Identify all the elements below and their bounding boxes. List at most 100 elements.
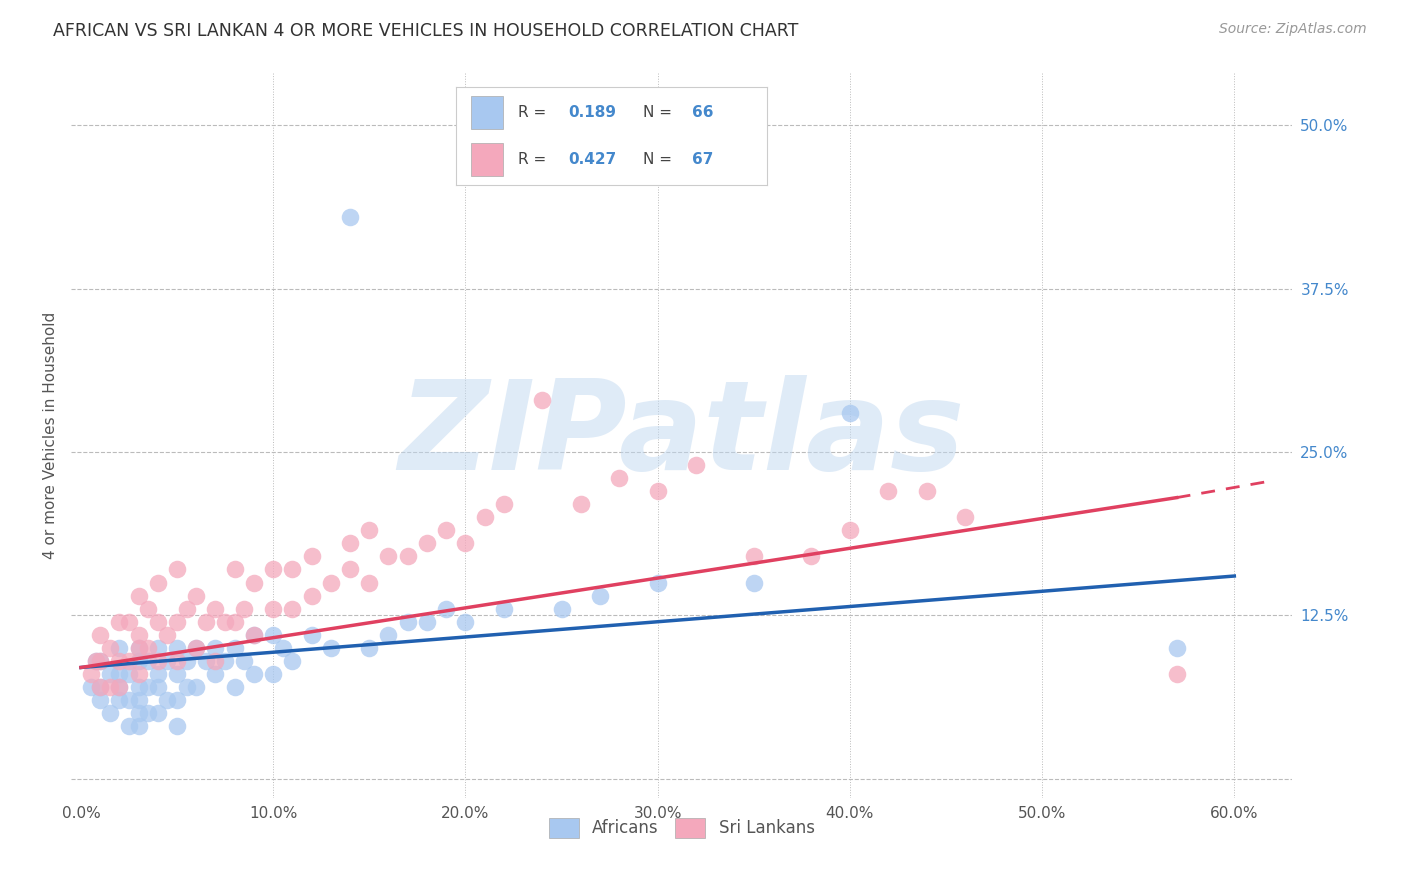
Point (194, 615, 217, 629)
Point (166, 667, 188, 681)
Point (186, 680, 208, 694)
Point (531, 392, 554, 407)
Text: Source: ZipAtlas.com: Source: ZipAtlas.com (1219, 22, 1367, 37)
Point (79, 667, 101, 681)
Point (89, 628, 111, 642)
Point (128, 640, 150, 655)
Point (607, 471, 630, 485)
Point (647, 484, 669, 499)
Point (454, 615, 477, 629)
Point (243, 628, 266, 642)
Point (156, 693, 179, 707)
Point (454, 536, 477, 550)
Point (146, 654, 169, 668)
Point (359, 640, 381, 655)
Point (108, 667, 131, 681)
Point (146, 615, 169, 629)
Point (915, 484, 938, 499)
Point (224, 615, 246, 629)
Point (128, 693, 150, 707)
Point (89, 680, 111, 694)
Point (79, 680, 101, 694)
Legend: Africans, Sri Lankans: Africans, Sri Lankans (541, 812, 821, 844)
Point (128, 640, 150, 655)
Point (742, 549, 765, 564)
Point (128, 667, 150, 681)
Point (877, 484, 900, 499)
Point (136, 680, 159, 694)
Point (550, 601, 572, 615)
Point (166, 562, 188, 576)
Point (128, 589, 150, 603)
Point (301, 549, 323, 564)
Point (434, 523, 457, 537)
Point (108, 680, 131, 694)
Point (589, 589, 612, 603)
Point (953, 510, 976, 524)
Point (319, 575, 342, 590)
Point (98, 706, 121, 721)
Point (166, 615, 188, 629)
Point (396, 615, 419, 629)
Point (474, 510, 496, 524)
Point (118, 667, 141, 681)
Point (569, 497, 592, 511)
Point (224, 562, 246, 576)
Point (243, 628, 266, 642)
Point (243, 575, 266, 590)
Point (339, 562, 361, 576)
Point (118, 693, 141, 707)
Point (89, 654, 111, 668)
Point (166, 640, 188, 655)
Point (262, 628, 284, 642)
Point (204, 640, 226, 655)
Point (136, 640, 159, 655)
Point (166, 693, 188, 707)
Point (84, 654, 107, 668)
Point (118, 654, 141, 668)
Point (377, 549, 399, 564)
Point (301, 628, 323, 642)
Point (146, 667, 169, 681)
Point (146, 640, 169, 655)
Point (416, 536, 439, 550)
Point (194, 654, 217, 668)
Point (492, 497, 515, 511)
Point (98, 667, 121, 681)
Point (136, 654, 159, 668)
Point (434, 601, 457, 615)
Point (800, 549, 823, 564)
Point (84, 654, 107, 668)
Point (89, 654, 111, 668)
Point (685, 458, 707, 472)
Point (166, 719, 188, 733)
Y-axis label: 4 or more Vehicles in Household: 4 or more Vehicles in Household (44, 312, 58, 559)
Point (128, 706, 150, 721)
Point (156, 654, 179, 668)
Point (742, 575, 765, 590)
Point (136, 706, 159, 721)
Point (176, 680, 198, 694)
Point (214, 615, 236, 629)
Point (838, 406, 860, 420)
Point (89, 693, 111, 707)
Point (1166, 640, 1188, 655)
Point (186, 640, 208, 655)
Point (492, 601, 515, 615)
Point (204, 667, 226, 681)
Point (98, 640, 121, 655)
Point (243, 667, 266, 681)
Point (233, 601, 256, 615)
Point (186, 589, 208, 603)
Point (214, 654, 236, 668)
Point (204, 654, 226, 668)
Point (377, 628, 399, 642)
Point (108, 654, 131, 668)
Point (224, 680, 246, 694)
Point (838, 523, 860, 537)
Point (89, 680, 111, 694)
Point (128, 719, 150, 733)
Point (281, 654, 304, 668)
Text: ZIPatlas: ZIPatlas (398, 375, 965, 496)
Point (118, 615, 141, 629)
